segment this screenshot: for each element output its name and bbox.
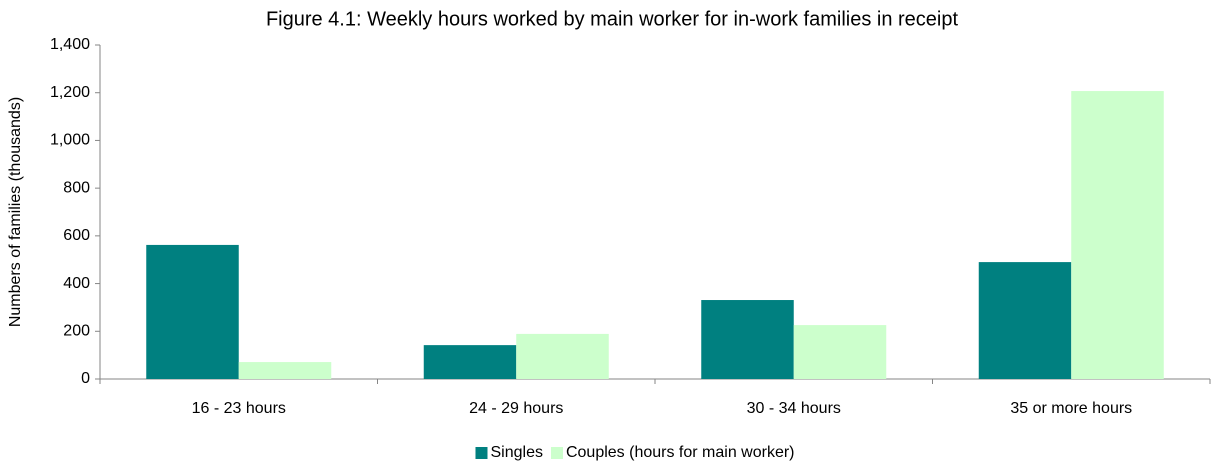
bar	[1071, 91, 1164, 380]
y-axis-label: Numbers of families (thousands)	[7, 97, 24, 327]
bar	[701, 300, 794, 379]
legend: Singles Couples (hours for main worker)	[475, 444, 795, 461]
x-tick-label: 24 - 29 hours	[469, 400, 563, 417]
bar	[516, 333, 609, 379]
y-tick-label: 1,200	[50, 84, 90, 101]
y-tick-label: 1,400	[50, 36, 90, 53]
y-tick-label: 600	[63, 227, 90, 244]
legend-swatch	[550, 447, 563, 459]
chart-title: Figure 4.1: Weekly hours worked by main …	[266, 8, 959, 30]
x-tick-label: 30 - 34 hours	[747, 400, 841, 417]
y-tick-label: 1,000	[50, 132, 90, 149]
bar	[793, 325, 887, 379]
bar	[423, 345, 517, 379]
y-tick-label: 0	[81, 370, 90, 387]
x-tick-label: 35 or more hours	[1010, 400, 1132, 417]
legend-swatch	[475, 447, 488, 459]
legend-label: Couples (hours for main worker)	[566, 444, 795, 461]
y-tick-label: 200	[63, 323, 90, 340]
bar	[146, 244, 239, 379]
bar	[978, 262, 1072, 379]
x-tick-label: 16 - 23 hours	[192, 400, 286, 417]
y-tick-label: 800	[63, 179, 90, 196]
bar	[238, 362, 332, 379]
legend-label: Singles	[490, 444, 542, 461]
y-tick-label: 400	[63, 275, 90, 292]
